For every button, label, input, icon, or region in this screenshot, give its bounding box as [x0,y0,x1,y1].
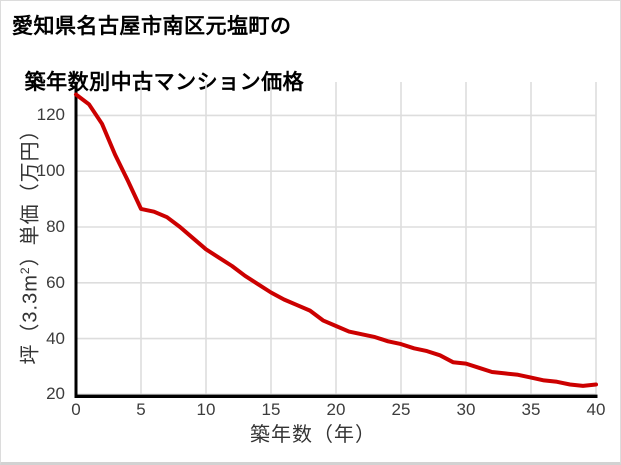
x-tick-label: 20 [326,400,346,419]
y-axis-title: 坪（3.3m2）単価（万円） [17,119,42,365]
y-tick-label: 20 [46,384,65,404]
x-axis-title: 築年数（年） [250,424,376,446]
y-tick-label: 40 [46,328,65,348]
chart-title: 愛知県名古屋市南区元塩町の 築年数別中古マンション価格 [12,13,304,97]
x-tick-label: 35 [521,400,541,419]
x-tick-label: 0 [71,400,81,419]
chart-title-line1: 愛知県名古屋市南区元塩町の [12,15,292,38]
x-tick-label: 30 [456,400,476,419]
x-tick-label: 40 [586,400,606,419]
chart-title-line2: 築年数別中古マンション価格 [24,71,305,94]
y-tick-label: 100 [36,161,65,181]
x-tick-label: 25 [391,400,411,419]
y-tick-label: 60 [46,272,65,292]
x-tick-label: 5 [136,400,146,419]
y-tick-label: 120 [36,105,65,125]
y-tick-label: 80 [46,216,65,236]
x-tick-label: 15 [261,400,281,419]
squared-superscript: 2 [17,266,32,275]
x-tick-label: 10 [196,400,216,419]
price-line-series [74,92,598,388]
